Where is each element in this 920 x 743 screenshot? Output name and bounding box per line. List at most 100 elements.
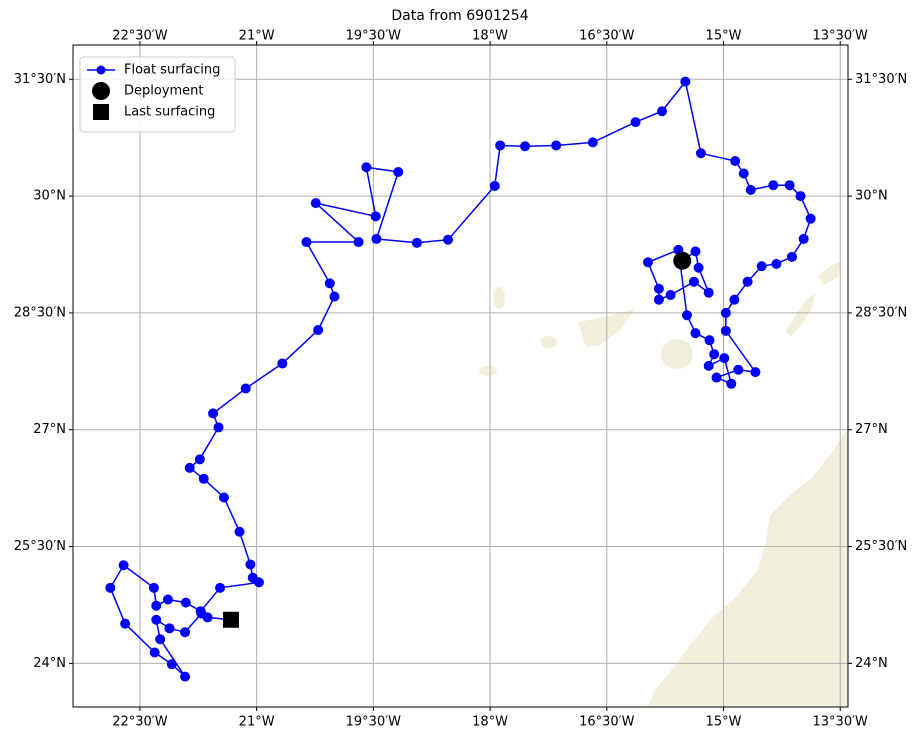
surfacing-point — [688, 276, 699, 287]
surfacing-point — [208, 408, 219, 419]
land — [479, 261, 848, 707]
legend-symbol — [93, 104, 109, 120]
x-tick-label: 13°30′W — [813, 29, 869, 44]
surfacing-point — [756, 261, 767, 272]
y-tick-label: 30°N — [855, 189, 888, 204]
surfacing-point — [180, 597, 191, 608]
surfacing-point — [411, 237, 422, 248]
chart-title: Data from 6901254 — [391, 8, 528, 24]
y-tick-label: 31°30′N — [14, 72, 66, 87]
surfacing-point — [489, 180, 500, 191]
x-tick-label: 13°30′W — [813, 715, 869, 730]
surfacing-point — [745, 184, 756, 195]
surfacing-point — [709, 349, 720, 360]
surfacing-point — [551, 140, 562, 151]
y-tick-label: 24°N — [855, 656, 888, 671]
y-tick-label: 25°30′N — [14, 539, 66, 554]
surfacing-point — [729, 294, 740, 305]
surfacing-point — [786, 251, 797, 262]
surfacing-point — [630, 117, 641, 128]
x-tick-label: 18°W — [472, 29, 508, 44]
x-tick-label: 15°W — [706, 715, 742, 730]
surfacing-point — [805, 213, 816, 224]
surfacing-point — [680, 76, 691, 87]
y-tick-label: 27°N — [33, 422, 66, 437]
x-tick-label: 21°W — [239, 29, 275, 44]
surfacing-point — [693, 262, 704, 273]
x-tick-label: 15°W — [706, 29, 742, 44]
surfacing-point — [155, 634, 166, 645]
island — [661, 339, 693, 369]
surfacing-point — [798, 233, 809, 244]
island — [541, 336, 557, 348]
legend: Float surfacing Deployment Last surfacing — [79, 56, 236, 133]
x-tick-label: 16°30′W — [579, 715, 635, 730]
surfacing-point — [443, 234, 454, 245]
island — [785, 293, 815, 336]
surfacing-point — [690, 328, 701, 339]
surfacing-point — [218, 492, 229, 503]
surfacing-point — [234, 526, 245, 537]
surfacing-point — [495, 140, 506, 151]
grid: 22°30′W 22°30′W 21°W 21°W 19°30′W 19°30′W 18°W… — [14, 29, 908, 730]
africa-coast — [648, 428, 848, 707]
surfacing-point — [771, 258, 782, 269]
surfacing-point — [733, 364, 744, 375]
legend-label: Float surfacing — [124, 63, 220, 78]
surfacing-point — [726, 378, 737, 389]
surfacing-point — [720, 307, 731, 318]
legend-label: Deployment — [124, 84, 204, 99]
surfacing-point — [329, 291, 340, 302]
surfacing-point — [784, 180, 795, 191]
surfacing-point — [768, 180, 779, 191]
surfacing-point — [105, 582, 116, 593]
surfacing-point — [703, 287, 714, 298]
island — [818, 261, 842, 285]
surfacing-point — [587, 137, 598, 148]
x-tick-label: 22°30′W — [112, 29, 168, 44]
surfacing-point — [720, 325, 731, 336]
surfacing-point — [643, 257, 654, 268]
surfacing-point — [719, 353, 730, 364]
y-tick-label: 24°N — [33, 656, 66, 671]
surfacing-point — [164, 623, 175, 634]
surfacing-point — [215, 582, 226, 593]
y-tick-label: 28°30′N — [855, 305, 907, 320]
legend-box — [79, 56, 236, 133]
y-tick-label: 31°30′N — [855, 72, 907, 87]
surfacing-point — [704, 335, 715, 346]
surfacing-point — [310, 198, 321, 209]
marker-square — [222, 611, 239, 628]
x-tick-label: 16°30′W — [579, 29, 635, 44]
legend-circle — [92, 82, 110, 100]
legend-square — [93, 104, 109, 120]
surfacing-point — [151, 614, 162, 625]
surfacing-point — [703, 360, 714, 371]
surfacing-point — [742, 276, 753, 287]
surfacing-point — [665, 290, 676, 301]
x-tick-label: 21°W — [239, 715, 275, 730]
surfacing-point — [690, 246, 701, 257]
surfacing-point — [198, 473, 209, 484]
surfacing-point — [118, 560, 129, 571]
surfacing-point — [353, 237, 364, 248]
surfacing-point — [162, 594, 173, 605]
surfacing-point — [180, 627, 191, 638]
surfacing-point — [120, 618, 131, 629]
y-tick-label: 30°N — [33, 189, 66, 204]
island — [479, 366, 497, 376]
surfacing-point — [184, 462, 195, 473]
surfacing-point — [738, 168, 749, 179]
surfacing-point — [750, 367, 761, 378]
surfacing-point — [361, 162, 372, 173]
surfacing-point — [653, 294, 664, 305]
surfacing-point — [695, 148, 706, 159]
surfacing-point — [277, 358, 288, 369]
surfacing-point — [324, 278, 335, 289]
surfacing-point — [681, 310, 692, 321]
surfacing-point — [253, 577, 264, 588]
surfacing-point — [301, 237, 312, 248]
surfacing-point — [370, 211, 381, 222]
surfacing-point — [711, 372, 722, 383]
